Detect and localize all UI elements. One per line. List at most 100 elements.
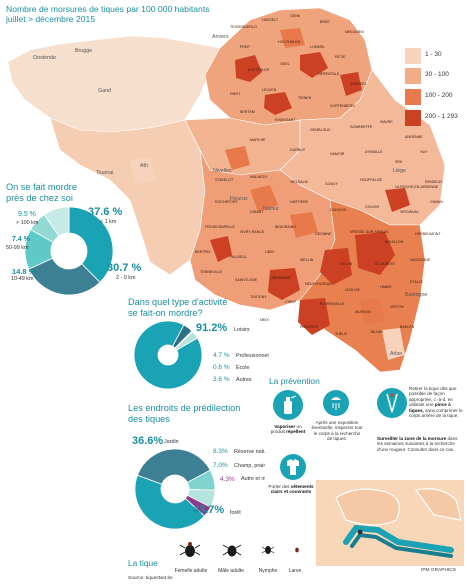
- places-label-5: forêt: [230, 510, 241, 516]
- commune-label: GOUVY: [325, 182, 338, 186]
- legend-label: 200 - 1 293: [425, 113, 458, 120]
- tick-stage-3: Nymphe: [258, 568, 278, 574]
- tick-nymph: [261, 546, 275, 554]
- commune-label: THEUX: [335, 332, 348, 336]
- commune-label: CHINY: [285, 300, 297, 304]
- prevention-panel: La prévention Vaporiser un produit répel…: [265, 372, 463, 494]
- city-label-arlon: Arlon: [390, 351, 403, 357]
- distance-donut-chart: [24, 206, 114, 296]
- commune-label: WAVRE: [380, 120, 393, 124]
- activity-label-3: École: [236, 365, 250, 371]
- activity-heading-line1: Dans quel type d'activité: [128, 297, 228, 307]
- distance-pct-4: 7.4 %: [12, 236, 30, 243]
- commune-label: MEEUWEN: [345, 30, 364, 34]
- donut3-slice-1: [136, 448, 211, 485]
- tick-stage-4: Larve: [288, 568, 302, 574]
- commune-label: GEEL: [280, 62, 290, 66]
- commune-label: CHIMAY: [430, 200, 444, 204]
- map-regions: [7, 7, 446, 373]
- commune-label: BEAURAING: [275, 225, 297, 229]
- commune-label: KASTERLEE: [248, 68, 270, 72]
- commune-label: COUVIN: [365, 205, 379, 209]
- tick-larva: [295, 547, 299, 553]
- commune-label: PEER: [240, 45, 250, 49]
- tick-stage-2: Mâle adulte: [218, 568, 244, 574]
- places-pct-5: 43.7%: [193, 504, 225, 516]
- city-label-fleurus: Fleurus: [230, 196, 248, 202]
- commune-label: LEUVEN: [262, 88, 277, 92]
- city-label-gand: Gand: [98, 88, 111, 94]
- shower-glyph: [331, 397, 341, 410]
- distance-label-1: < 1 km: [100, 219, 117, 225]
- commune-label: NEUFCHATEAU: [305, 282, 332, 286]
- clothing-bold: vêtements: [290, 484, 314, 489]
- city-label-oostende: Oostende: [33, 55, 56, 61]
- spray-bold2: répellent: [286, 429, 306, 435]
- places-label-2: Réserve naturelle: [234, 449, 277, 455]
- activity-pct-2: 4.7 %: [213, 352, 230, 359]
- city-label-bastogne: Bastogne: [405, 292, 428, 298]
- places-label-1: Jardin: [164, 439, 179, 445]
- distance-pct-3: 14.8 %: [12, 267, 36, 276]
- remove-bold: pince à tiques,: [409, 402, 451, 413]
- places-pct-3: 7.0%: [213, 462, 228, 469]
- places-heading-line1: Les endroits de prédilection: [128, 403, 241, 413]
- city-label-ath: Ath: [140, 163, 148, 169]
- prevention-clothing-text: Porter des vêtements clairs et couvrants: [265, 484, 317, 495]
- donut3-slice-5: [134, 474, 206, 530]
- shirt-glyph: [287, 459, 299, 475]
- commune-label: GEMBLOUX: [310, 128, 331, 132]
- tweezers-glyph: [386, 393, 398, 413]
- tweezers-illustration: [316, 480, 464, 566]
- places-donut-chart: [134, 448, 216, 530]
- commune-label: DURBUY: [290, 148, 306, 152]
- commune-label: ANDENNE: [405, 135, 423, 139]
- map-subtitle: juillet > décembre 2015: [6, 14, 96, 24]
- commune-label: ST-HUBERT: [375, 262, 396, 266]
- commune-label: MUSSON: [355, 310, 371, 314]
- distance-heading-line2: près de chez soi: [6, 193, 73, 203]
- graphics-credit: IPM GRAPHICS: [421, 568, 456, 573]
- commune-label: ROCHEFORT: [215, 200, 238, 204]
- commune-label: GENK: [290, 14, 301, 18]
- region-flanders: [7, 35, 221, 133]
- city-label-brugge: Brugge: [75, 48, 93, 54]
- commune-label: BREE: [320, 20, 330, 24]
- tick-male-adult: [222, 544, 242, 557]
- commune-label: MEIX: [260, 318, 269, 322]
- prevention-spray-text: Vaporiser un produit répellent: [267, 424, 309, 435]
- spray-bottle-glyph: [284, 395, 297, 414]
- city-label-liege: Liège: [393, 168, 406, 174]
- places-label-3: Champ, prairie: [234, 463, 270, 469]
- distance-label-5: > 100 km: [16, 220, 39, 226]
- distance-pct-2: 30.7 %: [107, 262, 142, 274]
- legend-item: 200 - 1 293: [405, 110, 465, 126]
- prevention-title: La prévention: [269, 376, 320, 386]
- places-label-4: Autre et inconnu: [241, 476, 281, 482]
- legend-label: 30 - 100: [425, 71, 449, 78]
- distance-label-4: 50-99 km: [6, 245, 29, 251]
- commune-label: WELLIN: [300, 258, 314, 262]
- city-label-tournai: Tournai: [96, 170, 114, 176]
- commune-label: HERENTALS: [318, 72, 340, 76]
- donut1-slice-2: [28, 257, 101, 296]
- commune-label: AYWAILLE: [365, 150, 383, 154]
- commune-label: ZOERSEL: [350, 82, 367, 86]
- commune-label: VRESSE-SUR-SEMOIS: [350, 230, 389, 234]
- places-pct-4: 4.3%: [220, 476, 235, 483]
- commune-label: LA ROCHE-EN-ARDENNE: [395, 185, 439, 189]
- watch-text: dans les semaines suivantes à la recherc…: [377, 436, 458, 452]
- commune-label: BERTEM: [240, 110, 255, 114]
- activity-pct-1: 91.2%: [196, 322, 228, 334]
- commune-label: FROIDCHAPELLE: [205, 225, 235, 229]
- commune-label: ETALLE: [410, 280, 424, 284]
- commune-label: TINTIGNY: [250, 295, 267, 299]
- commune-label: HAMOIR: [330, 152, 345, 156]
- prevention-remove-text: Retirer la tique dès que possible de faç…: [409, 386, 463, 418]
- donut1-slice-1: [68, 206, 114, 283]
- tick-heading: La tique: [128, 558, 158, 568]
- commune-label: HOUTHALEN: [278, 40, 301, 44]
- places-pct-1: 36.6%: [132, 435, 164, 447]
- activity-pct-4: 3.6 %: [213, 376, 230, 383]
- remove-text2: sans comprimer le corps arrière de la ti…: [409, 407, 463, 419]
